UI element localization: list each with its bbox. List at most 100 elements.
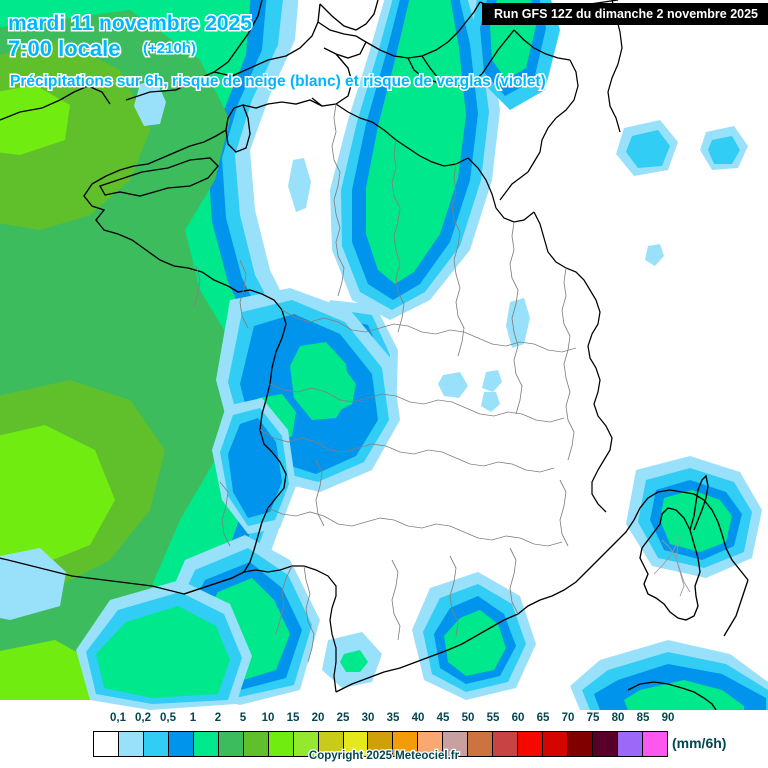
legend-tick-0,5: 0,5 (159, 711, 178, 726)
legend-swatch-50[interactable] (443, 732, 469, 756)
coast-nl-inner (421, 55, 483, 87)
legend-swatch-75[interactable] (568, 732, 594, 756)
forecast-hour-label: 7:00 locale (7, 35, 123, 63)
legend-tick-25: 25 (335, 711, 350, 726)
border-de-be (555, 59, 579, 119)
legend-tick-30: 30 (360, 711, 375, 726)
precip-dot-center-3 (481, 392, 500, 412)
coast-brittany-south (159, 259, 229, 287)
legend-tick-2: 2 (213, 711, 222, 726)
coast-corsica (639, 507, 701, 621)
legend-swatch-0,2[interactable] (118, 732, 144, 756)
legend-swatch-45[interactable] (418, 732, 444, 756)
legend-swatch-35[interactable] (368, 732, 394, 756)
legend-tick-65: 65 (535, 711, 550, 726)
legend-swatch-20[interactable] (293, 732, 319, 756)
border-france-italy2 (591, 469, 607, 513)
legend-tick-15: 15 (285, 711, 300, 726)
coast-ijssel (481, 29, 515, 75)
legend-swatch-85[interactable] (618, 732, 643, 756)
precip-band-pyrenees-L3 (96, 606, 230, 698)
coast-cotentin (225, 104, 251, 153)
map-canvas (0, 0, 768, 710)
border-france-switzerland (533, 211, 597, 301)
coast-england-south (213, 3, 321, 77)
legend-swatch-70[interactable] (543, 732, 569, 756)
border-lux (499, 171, 529, 201)
precip-band-sardinia-L4 (624, 680, 744, 710)
legend: 0,1 0,2 0,5 1 2 5 10 15 20 25 30 35 40 45 50 55 60 65 70 75… (0, 710, 768, 768)
precip-band-atlantic-L7c (0, 85, 70, 155)
legend-tick-55: 55 (485, 711, 500, 726)
coast-gironde (267, 451, 287, 509)
coast-netherlands (447, 1, 481, 43)
legend-swatch-25[interactable] (318, 732, 344, 756)
coast-cornwall (99, 157, 219, 197)
coast-normandy-west (161, 129, 227, 159)
legend-swatch-10[interactable] (243, 732, 269, 756)
precip-patch-med-small2 (340, 650, 368, 672)
legend-swatch-1[interactable] (168, 732, 194, 756)
corsica-internal-border (661, 539, 691, 593)
border-be-lux (527, 117, 557, 173)
legend-swatch-40[interactable] (393, 732, 419, 756)
coast-provence (517, 551, 607, 615)
legend-tick-20: 20 (310, 711, 325, 726)
precip-dot-center-1 (438, 372, 468, 398)
precip-patch-spain-coast (0, 548, 66, 620)
legend-swatch-90[interactable] (642, 732, 667, 756)
department-borders-layer (193, 103, 685, 663)
border-france-italy (587, 299, 613, 471)
legend-tick-1: 1 (188, 711, 197, 726)
legend-tick-40: 40 (410, 711, 425, 726)
legend-tick-labels: 0,1 0,2 0,5 1 2 5 10 15 20 25 30 35 40 45 50 55 60 65 70 75… (93, 711, 676, 732)
precip-dot-alps (645, 244, 664, 266)
legend-tick-45: 45 (435, 711, 450, 726)
legend-tick-60: 60 (510, 711, 525, 726)
coast-charente (259, 383, 273, 453)
legend-swatch-80[interactable] (593, 732, 619, 756)
precip-band-ligurian-L4 (660, 490, 732, 552)
precip-band-channel-L4 (366, 0, 466, 284)
legend-swatch-15[interactable] (268, 732, 294, 756)
precip-patch-ne-2 (626, 130, 670, 168)
legend-swatch-55[interactable] (468, 732, 494, 756)
legend-color-scale[interactable] (93, 731, 668, 757)
precip-dot-center-2 (482, 370, 502, 392)
legend-tick-0,2: 0,2 (134, 711, 153, 726)
legend-tick-10: 10 (260, 711, 275, 726)
legend-swatch-5[interactable] (218, 732, 244, 756)
coast-normandy-nw (242, 99, 323, 109)
border-france-spain (183, 571, 245, 595)
border-catalonia (329, 607, 337, 693)
coast-corsica-top (689, 474, 709, 531)
legend-swatch-0,5[interactable] (143, 732, 169, 756)
coast-brittany-north (91, 157, 163, 185)
coast-loire-estuary (227, 285, 283, 311)
legend-tick-70: 70 (560, 711, 575, 726)
legend-tick-75: 75 (585, 711, 600, 726)
legend-swatch-60[interactable] (493, 732, 519, 756)
coast-irish-sea (0, 85, 111, 121)
model-run-label: Run GFS 12Z du dimanche 2 novembre 2025 (494, 7, 758, 21)
coast-wales-bristol (125, 0, 263, 101)
coast-landes (243, 507, 269, 573)
border-nl-de (513, 29, 571, 61)
precipitation-map[interactable]: mardi 11 novembre 2025 7:00 locale (+210… (0, 0, 768, 710)
legend-swatch-2[interactable] (193, 732, 219, 756)
legend-unit-label: (mm/6h) (670, 734, 727, 753)
coast-brittany-west (83, 183, 161, 261)
precip-band-atlantic-L7 (0, 425, 115, 565)
border-france-belgium (335, 103, 469, 167)
legend-swatch-0,1[interactable] (94, 732, 119, 756)
coast-france-med (335, 613, 519, 693)
legend-tick-35: 35 (385, 711, 400, 726)
forecast-leadtime-label: (+210h) (142, 39, 198, 59)
legend-swatch-65[interactable] (518, 732, 544, 756)
legend-swatch-30[interactable] (343, 732, 369, 756)
copyright-label: Copyright 2025 Meteociel.fr (308, 749, 461, 764)
coast-vendee (269, 309, 287, 385)
precip-patch-ne-4 (708, 136, 740, 164)
precip-patch-normandy (288, 158, 311, 212)
